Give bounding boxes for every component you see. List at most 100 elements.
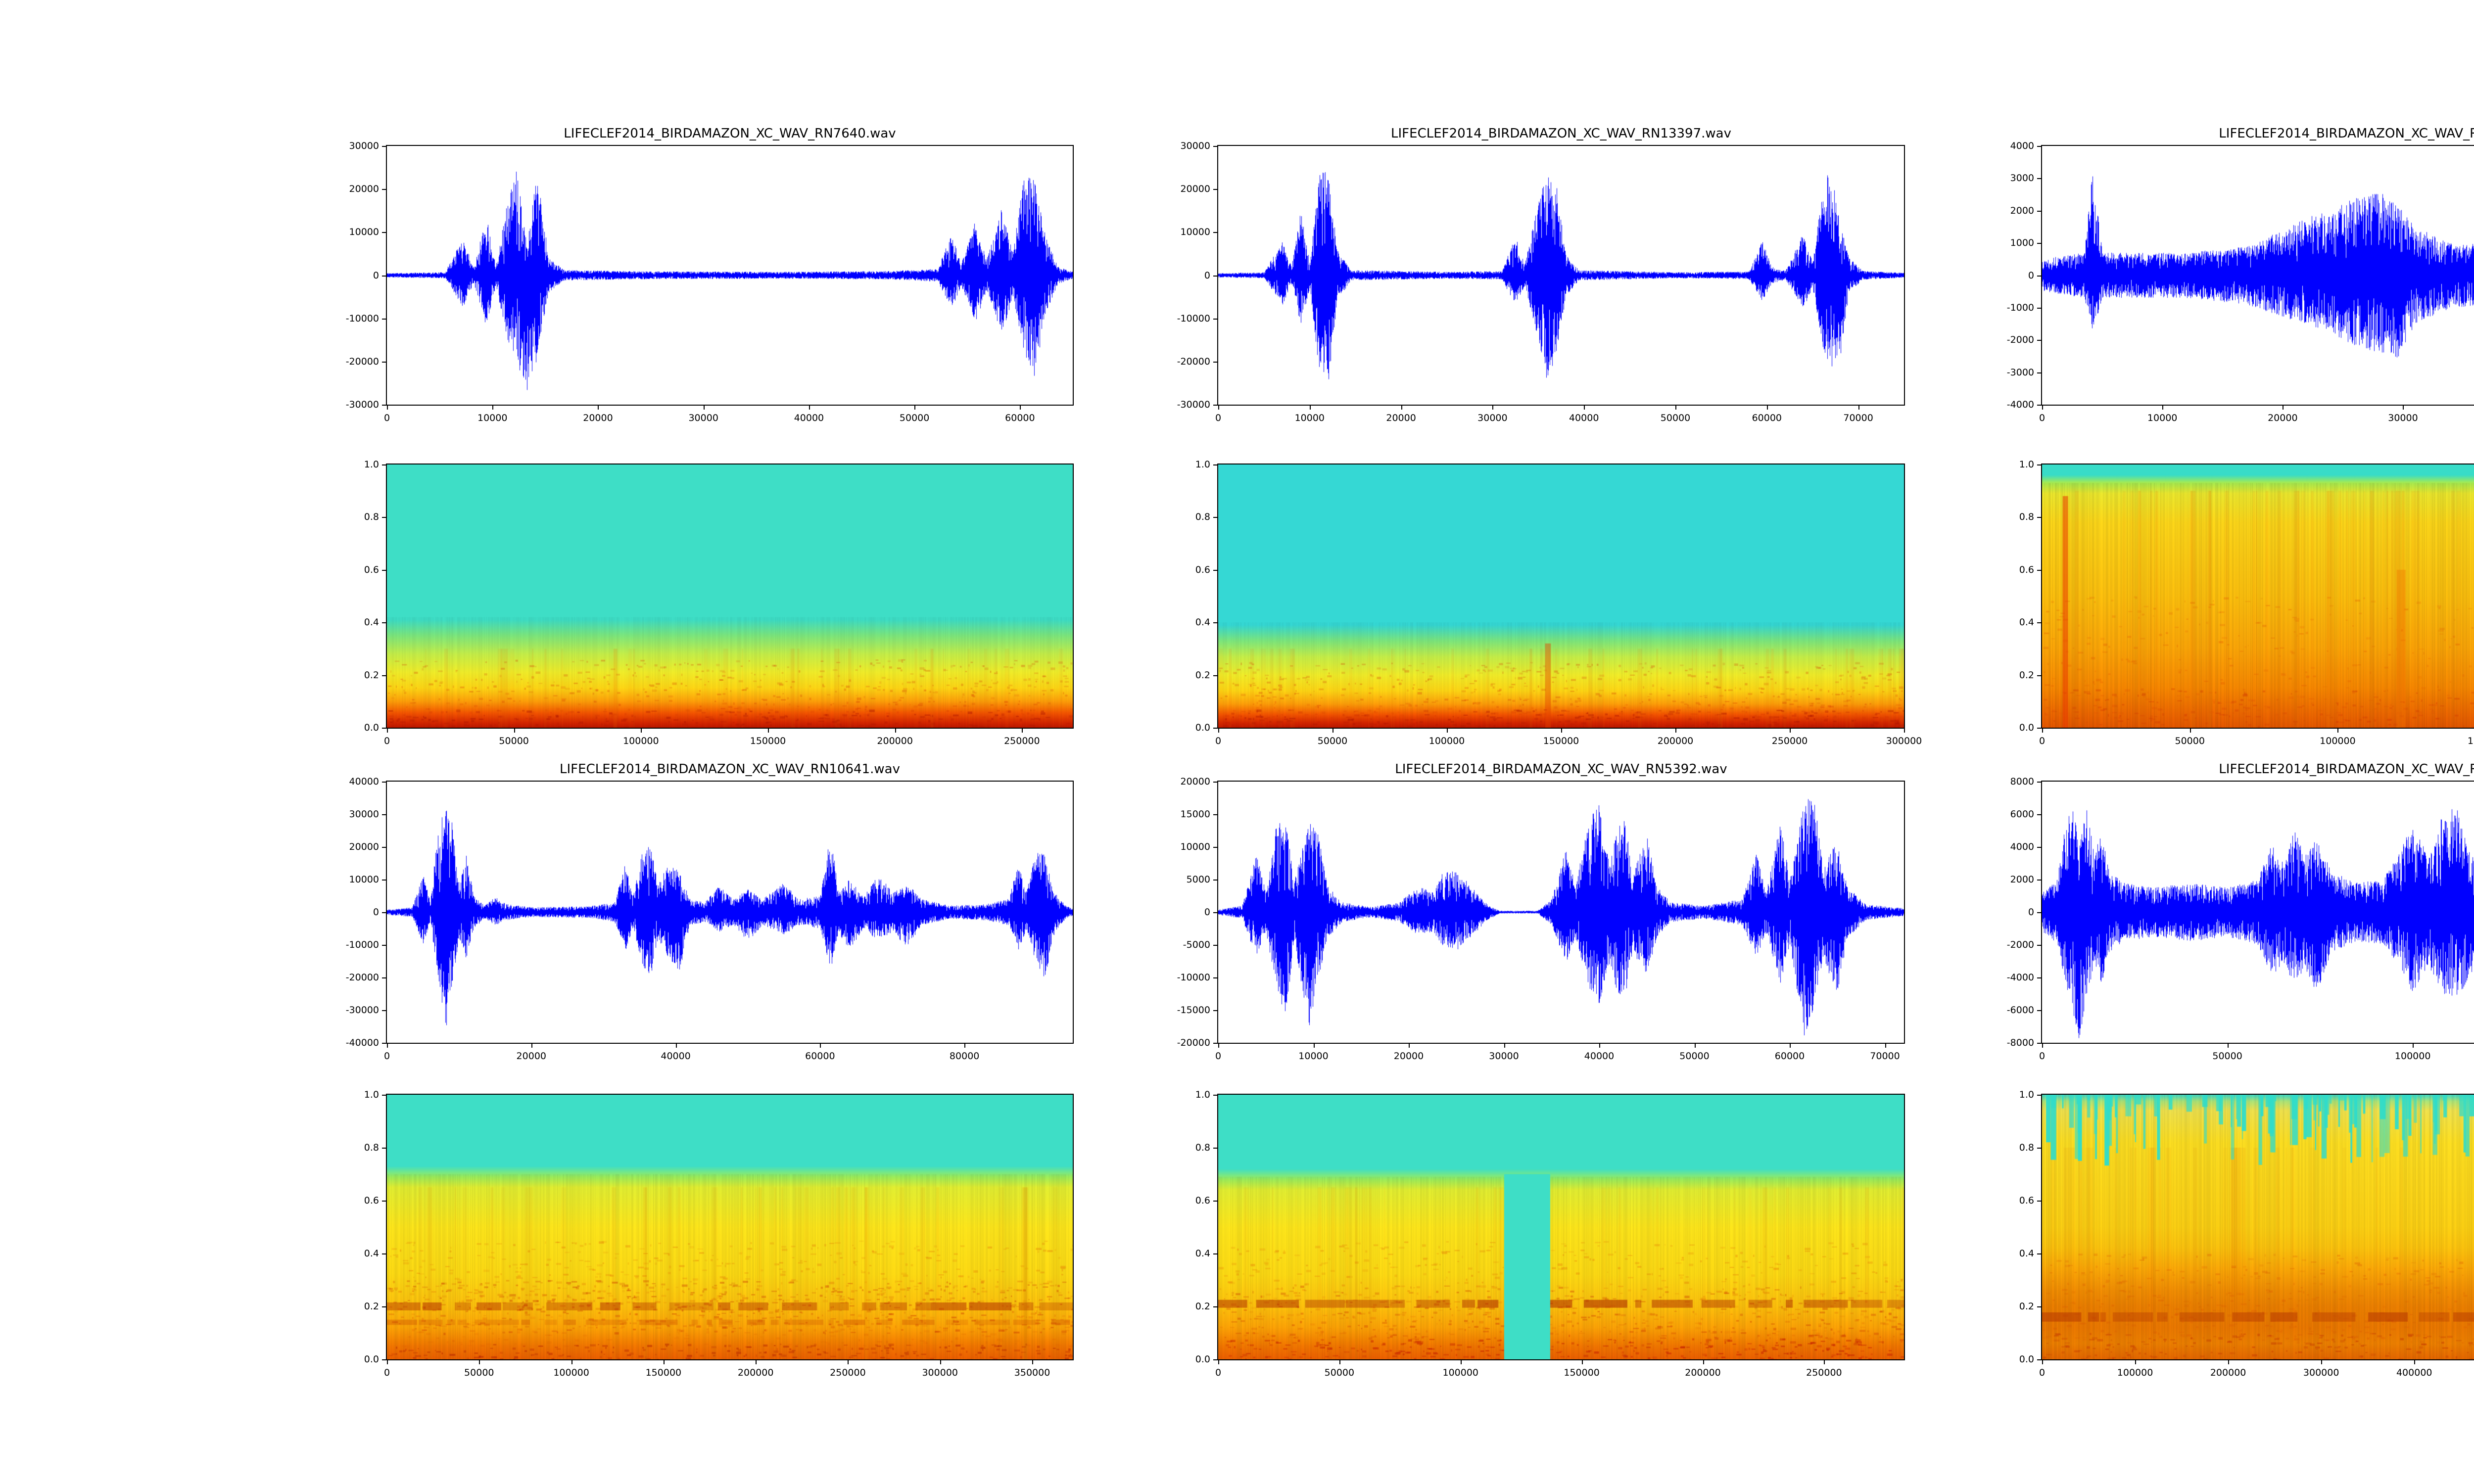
x-tick-label: 0 [383, 1367, 390, 1378]
x-tick-label: 40000 [1584, 1051, 1615, 1062]
x-tick-label: 60000 [1774, 1051, 1805, 1062]
x-tick-label: 150000 [645, 1367, 682, 1378]
y-tick-mark [1213, 1043, 1218, 1044]
y-tick-mark [2037, 847, 2042, 848]
y-tick-mark [2037, 405, 2042, 406]
x-tick-label: 100000 [2117, 1367, 2153, 1378]
x-tick-mark [1790, 728, 1791, 733]
y-tick-mark [2037, 307, 2042, 309]
x-tick-mark [1790, 1043, 1791, 1048]
y-tick-label: 10000 [1180, 227, 1210, 238]
x-tick-mark [479, 1359, 480, 1364]
x-tick-label: 250000 [830, 1367, 866, 1378]
x-tick-label: 150000 [1564, 1367, 1600, 1378]
y-tick-label: 0.2 [2019, 669, 2034, 681]
y-tick-mark [2037, 675, 2042, 676]
x-tick-mark [940, 1359, 941, 1364]
y-tick-label: 10000 [349, 227, 379, 238]
x-tick-mark [2228, 1359, 2230, 1364]
x-tick-label: 200000 [1657, 736, 1694, 746]
y-tick-mark [382, 232, 387, 233]
waveform-canvas [387, 782, 1073, 1043]
x-tick-label: 20000 [516, 1051, 547, 1062]
y-tick-label: -10000 [345, 939, 379, 950]
y-tick-mark [1213, 912, 1218, 913]
y-tick-mark [382, 1043, 387, 1044]
x-tick-label: 20000 [2268, 413, 2298, 423]
x-tick-label: 10000 [477, 413, 508, 423]
y-tick-mark [1213, 361, 1218, 363]
y-tick-label: 0.4 [2019, 1248, 2034, 1259]
y-tick-mark [1213, 464, 1218, 465]
y-tick-mark [2037, 210, 2042, 212]
y-tick-label: 0.6 [2019, 564, 2034, 575]
x-tick-mark [387, 728, 388, 733]
x-tick-label: 250000 [1004, 736, 1040, 746]
y-tick-mark [382, 1010, 387, 1011]
x-tick-label: 350000 [1014, 1367, 1050, 1378]
x-tick-mark [1020, 405, 1021, 410]
x-tick-mark [1599, 1043, 1600, 1048]
y-tick-label: 0.4 [364, 617, 379, 628]
y-tick-label: 0 [373, 270, 379, 281]
y-tick-label: -2000 [2006, 334, 2034, 346]
spectrogram-canvas [1218, 464, 1904, 728]
x-tick-label: 40000 [1569, 413, 1599, 423]
y-tick-label: 4000 [2010, 841, 2034, 852]
x-tick-label: 300000 [1886, 736, 1922, 746]
y-tick-mark [382, 405, 387, 406]
x-tick-mark [2337, 728, 2339, 733]
y-tick-label: 0.2 [364, 1301, 379, 1312]
y-tick-mark [382, 847, 387, 848]
subplot-spectrogram-rn3388: 0100000200000300000400000500000600000700… [2019, 1089, 2474, 1378]
y-tick-label: 0.6 [364, 564, 379, 575]
y-tick-mark [2037, 1010, 2042, 1011]
y-tick-mark [2037, 728, 2042, 729]
y-tick-mark [2037, 372, 2042, 373]
y-tick-mark [382, 912, 387, 913]
y-tick-label: 0.8 [1195, 1142, 1210, 1153]
y-tick-label: 0.8 [364, 1142, 379, 1153]
waveform-canvas [387, 146, 1073, 405]
y-tick-label: 0 [2028, 270, 2034, 281]
x-tick-mark [2413, 1043, 2414, 1048]
y-tick-label: 0 [1204, 907, 1210, 918]
y-tick-mark [2037, 1201, 2042, 1202]
y-tick-label: -30000 [345, 399, 379, 410]
y-tick-label: 0.6 [2019, 1195, 2034, 1206]
y-tick-mark [1213, 1359, 1218, 1360]
y-tick-mark [382, 622, 387, 624]
y-tick-label: -20000 [345, 972, 379, 983]
x-tick-label: 50000 [1324, 1367, 1355, 1378]
x-tick-label: 0 [383, 413, 390, 423]
x-tick-mark [1332, 728, 1333, 733]
x-tick-mark [641, 728, 642, 733]
x-tick-label: 150000 [1543, 736, 1579, 746]
x-tick-label: 200000 [1685, 1367, 1721, 1378]
x-tick-mark [2042, 728, 2043, 733]
y-tick-mark [1213, 1095, 1218, 1096]
y-tick-mark [2037, 1306, 2042, 1307]
y-tick-label: -6000 [2006, 1005, 2034, 1016]
y-tick-mark [382, 977, 387, 978]
y-tick-mark [1213, 318, 1218, 320]
x-tick-label: 50000 [464, 1367, 494, 1378]
x-tick-label: 30000 [2388, 413, 2418, 423]
x-tick-label: 300000 [922, 1367, 958, 1378]
x-tick-label: 40000 [661, 1051, 691, 1062]
x-tick-mark [1313, 1043, 1315, 1048]
subplot-waveform-rn5643: LIFECLEF2014_BIRDAMAZON_XC_WAV_RN5643.wa… [2007, 126, 2474, 423]
x-tick-mark [387, 1359, 388, 1364]
x-tick-label: 0 [383, 736, 390, 746]
y-tick-mark [1213, 1253, 1218, 1254]
x-tick-label: 50000 [899, 413, 930, 423]
y-tick-mark [382, 275, 387, 277]
x-tick-mark [1824, 1359, 1825, 1364]
x-tick-mark [768, 728, 769, 733]
y-tick-label: 1.0 [1195, 459, 1210, 470]
y-tick-label: 0.0 [1195, 722, 1210, 733]
y-tick-mark [2037, 622, 2042, 624]
x-tick-mark [1218, 1359, 1219, 1364]
plot-title: LIFECLEF2014_BIRDAMAZON_XC_WAV_RN3388.wa… [2219, 762, 2474, 777]
x-tick-label: 250000 [1806, 1367, 1842, 1378]
